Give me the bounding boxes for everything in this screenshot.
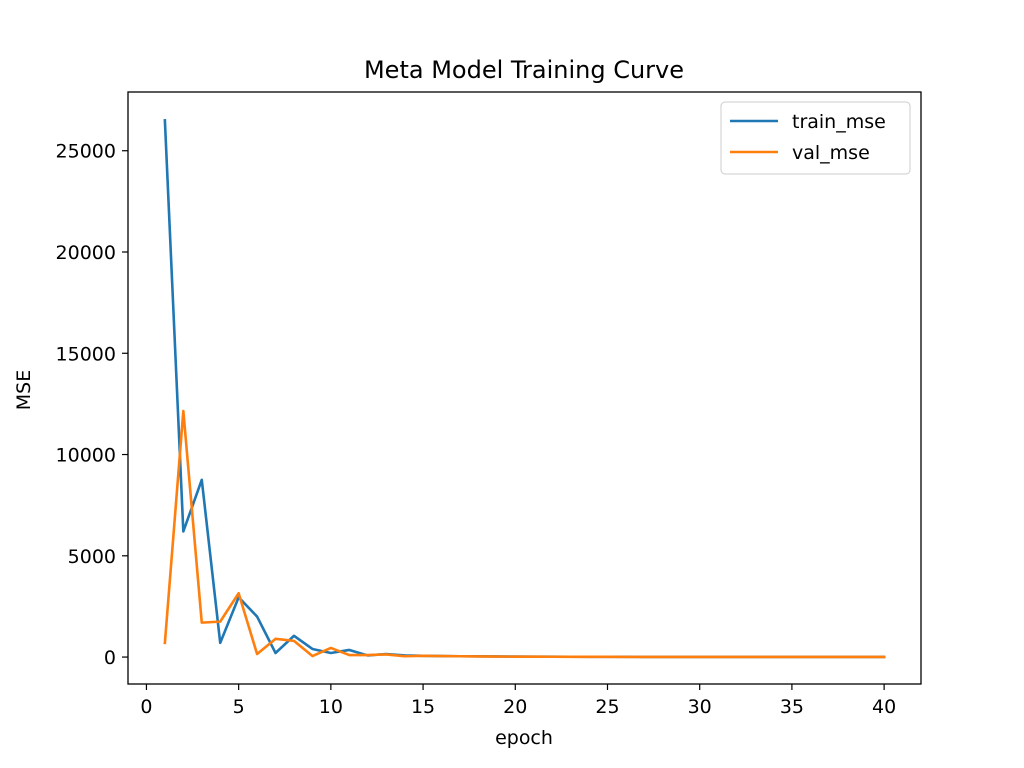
axes-frame <box>127 91 922 685</box>
chart-title: Meta Model Training Curve <box>364 56 684 84</box>
legend-label-val-mse: val_mse <box>792 142 870 164</box>
x-tick-label: 10 <box>319 696 343 718</box>
plot-area <box>163 118 886 659</box>
series-line-val-mse <box>163 409 886 659</box>
y-tick-label: 5000 <box>68 546 116 568</box>
x-tick-label: 30 <box>688 696 712 718</box>
x-axis-label: epoch <box>495 727 553 749</box>
y-tick-label: 0 <box>104 647 116 669</box>
legend-label-train-mse: train_mse <box>792 111 886 133</box>
x-tick-label: 0 <box>140 696 152 718</box>
y-axis-label: MSE <box>13 370 35 410</box>
x-tick-label: 25 <box>595 696 619 718</box>
y-tick-label: 25000 <box>56 141 116 163</box>
y-tick-label: 10000 <box>56 445 116 467</box>
x-tick-label: 40 <box>872 696 896 718</box>
x-tick-label: 35 <box>780 696 804 718</box>
y-tick-label: 20000 <box>56 242 116 264</box>
y-tick-label: 15000 <box>56 343 116 365</box>
x-axis: 0 5 10 15 20 25 30 35 40 <box>140 684 896 718</box>
legend: train_mse val_mse <box>720 101 911 175</box>
x-tick-label: 20 <box>503 696 527 718</box>
x-tick-label: 15 <box>411 696 435 718</box>
x-tick-label: 5 <box>233 696 245 718</box>
y-axis: 0 5000 10000 15000 20000 25000 <box>56 141 128 669</box>
